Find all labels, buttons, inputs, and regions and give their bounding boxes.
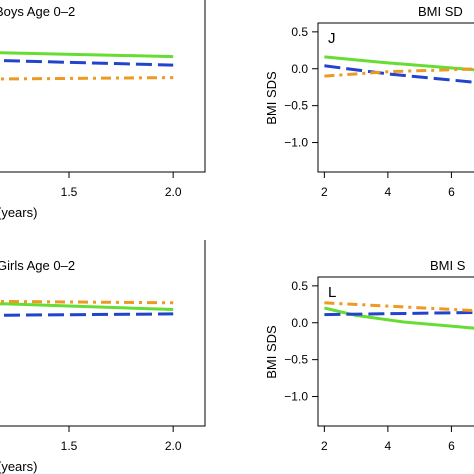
x-tick-label: 2.0 [165,439,182,453]
plot-frame [317,276,474,427]
plot-frame [0,0,206,173]
y-tick-label: −1.0 [284,390,308,404]
series-line-orange [0,76,174,81]
x-tick-label: 1.5 [61,439,78,453]
series-line-green [0,302,174,311]
x-tick-label: 4 [385,439,392,453]
y-tick-label: 0.0 [291,62,308,76]
y-tick-label: 0.0 [291,316,308,330]
series-line-blue [324,310,474,317]
panel-bottom-left: Girls Age 0–2 1.01.52.0 (years) [0,240,206,474]
series-line-blue [0,312,174,317]
plot-area: 2 4 6 0.5 0.0 −0.5 −1.0 [284,25,474,199]
series-line-orange [0,299,174,305]
x-tick-label: 6 [448,185,455,199]
x-tick-label: 2 [321,185,328,199]
y-tick-label: −0.5 [284,353,308,367]
y-tick-label: 0.5 [291,279,308,293]
y-axis-label: BMI SDS [264,71,279,125]
panel-title: BMI SD [418,4,463,19]
panel-title: Boys Age 0–2 [0,4,75,19]
x-axis-label: (years) [0,205,37,220]
panel-top-left: Boys Age 0–2 1.01.52.0 (years) [0,0,206,220]
plot-frame [317,22,474,173]
y-tick-label: −0.5 [284,99,308,113]
series-line-green [324,55,474,72]
panel-label: L [328,284,336,301]
x-tick-label: 2.0 [165,185,182,199]
panel-label: J [328,30,336,47]
series-line-orange [324,301,474,313]
plot-area: 2 4 6 0.5 0.0 −0.5 −1.0 [284,279,474,453]
y-tick-label: 0.5 [291,25,308,39]
series-line-orange [324,67,474,78]
panel-bottom-right: BMI S 2 4 6 0.5 0.0 −0.5 −1.0 L BMI SDS [264,258,474,453]
x-tick-label: 1.5 [61,185,78,199]
panel-top-right: BMI SD 2 4 6 0.5 0.0 −0.5 −1.0 J BMI SDS [264,4,474,199]
y-axis-label: BMI SDS [264,325,279,379]
plot-frame [0,240,206,427]
plot-area: 1.01.52.0 [0,299,182,453]
y-tick-label: −1.0 [284,136,308,150]
plot-area: 1.01.52.0 [0,51,182,199]
series-line-green [324,306,474,330]
panel-title: BMI S [430,258,466,273]
series-line-blue [0,59,174,67]
x-tick-label: 4 [385,185,392,199]
x-axis-label: (years) [0,459,37,474]
panel-title: Girls Age 0–2 [0,258,75,273]
x-tick-label: 2 [321,439,328,453]
x-tick-label: 6 [448,439,455,453]
series-line-green [0,51,174,59]
series-line-blue [324,64,474,84]
